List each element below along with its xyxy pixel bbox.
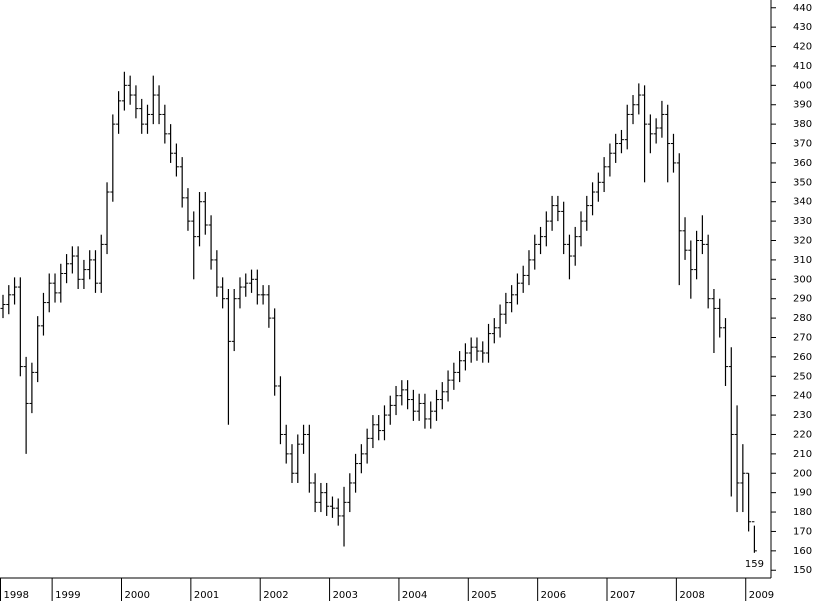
y-tick-label: 240 — [793, 391, 812, 402]
y-tick-label: 250 — [793, 371, 812, 382]
x-tick-label: 1999 — [55, 590, 80, 601]
y-tick-label: 260 — [793, 352, 812, 363]
y-tick-label: 180 — [793, 507, 812, 518]
y-tick-label: 310 — [793, 255, 812, 266]
x-tick-label: 2005 — [471, 590, 496, 601]
y-tick-label: 440 — [793, 3, 812, 14]
y-tick-label: 170 — [793, 526, 812, 537]
y-tick-label: 230 — [793, 410, 812, 421]
x-tick-label: 2001 — [194, 590, 219, 601]
x-tick-label: 2008 — [679, 590, 704, 601]
y-tick-label: 210 — [793, 449, 812, 460]
y-tick-label: 390 — [793, 100, 812, 111]
x-tick-label: 2000 — [124, 590, 149, 601]
y-tick-label: 400 — [793, 80, 812, 91]
y-tick-label: 360 — [793, 158, 812, 169]
y-tick-label: 350 — [793, 177, 812, 188]
x-tick-label: 2009 — [749, 590, 774, 601]
y-tick-label: 320 — [793, 236, 812, 247]
y-tick-label: 420 — [793, 42, 812, 53]
y-tick-label: 290 — [793, 294, 812, 305]
y-tick-label: 430 — [793, 22, 812, 33]
y-tick-label: 330 — [793, 216, 812, 227]
low-annotation: 159 — [745, 559, 764, 570]
y-tick-label: 300 — [793, 274, 812, 285]
y-tick-label: 270 — [793, 332, 812, 343]
x-tick-label: 2003 — [333, 590, 358, 601]
y-tick-label: 340 — [793, 197, 812, 208]
y-tick-label: 190 — [793, 488, 812, 499]
x-tick-label: 2007 — [610, 590, 635, 601]
y-tick-label: 160 — [793, 546, 812, 557]
y-tick-label: 220 — [793, 429, 812, 440]
y-tick-label: 150 — [793, 565, 812, 576]
x-tick-label: 2002 — [263, 590, 288, 601]
x-tick-label: 1998 — [4, 590, 29, 601]
x-tick-label: 2004 — [402, 590, 427, 601]
y-tick-label: 410 — [793, 61, 812, 72]
y-tick-label: 370 — [793, 139, 812, 150]
y-tick-label: 200 — [793, 468, 812, 479]
y-tick-label: 380 — [793, 119, 812, 130]
x-tick-label: 2006 — [541, 590, 566, 601]
y-tick-label: 280 — [793, 313, 812, 324]
